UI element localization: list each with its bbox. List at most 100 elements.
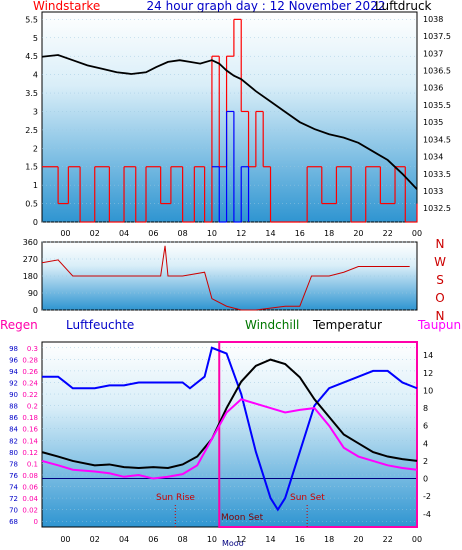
humidity-tick-label: 74: [9, 484, 18, 492]
wind-tick-label: 2.5: [25, 126, 38, 135]
x-tick-bottom: 18: [324, 535, 334, 544]
x-tick-top: 18: [324, 229, 334, 238]
humidity-tick-label: 86: [9, 414, 18, 422]
annotation-mooo: Mooo: [222, 539, 244, 548]
humidity-tick-label: 90: [9, 391, 18, 399]
humidity-tick-label: 92: [9, 379, 18, 387]
temp-tick-label: 8: [423, 404, 428, 413]
dewpoint-line: [41, 398, 418, 480]
x-tick-bottom: 02: [90, 535, 100, 544]
humidity-tick-label: 94: [9, 368, 18, 376]
humidity-tick-label: 84: [9, 426, 18, 434]
x-tick-top: 08: [178, 229, 188, 238]
rain-tick-label: 0.14: [22, 437, 38, 445]
rain-tick-label: 0.28: [22, 356, 38, 364]
x-tick-bottom: 06: [148, 535, 158, 544]
x-tick-top: 04: [119, 229, 129, 238]
x-tick-top: 00: [412, 229, 422, 238]
x-tick-top: 02: [90, 229, 100, 238]
wind-tick-label: 1.5: [25, 163, 38, 172]
wind-tick-label: 4: [33, 71, 38, 80]
temp-tick-label: -2: [423, 492, 431, 501]
temp-tick-label: -4: [423, 510, 431, 519]
compass-s: S: [436, 273, 444, 287]
x-tick-top: 22: [383, 229, 393, 238]
pressure-tick-label: 1034: [423, 153, 443, 162]
rain-tick-label: 0.08: [22, 472, 38, 480]
annotation-moon-set: Moon Set: [221, 513, 264, 523]
temp-tick-label: 12: [423, 369, 433, 378]
label-regen: Regen: [0, 318, 38, 332]
humidity-tick-label: 72: [9, 495, 18, 503]
temp-tick-label: 0: [423, 475, 428, 484]
annotation-sun-rise: Sun Rise: [156, 493, 195, 503]
compass-n2: N: [436, 309, 445, 323]
pressure-tick-label: 1037: [423, 49, 443, 58]
label-taupunkt: Taupunkt: [417, 318, 462, 332]
x-tick-bottom: 22: [383, 535, 393, 544]
rain-block: [218, 341, 418, 528]
wind-tick-label: 5.5: [25, 15, 38, 24]
temp-tick-label: 2: [423, 457, 428, 466]
pressure-tick-label: 1035: [423, 118, 443, 127]
rain-tick-label: 0.04: [22, 495, 38, 503]
direction-tick-label: 180: [23, 272, 38, 281]
pressure-tick-label: 1033.5: [423, 170, 451, 179]
direction-tick-label: 0: [33, 306, 38, 315]
rain-tick-label: 0.1: [27, 460, 38, 468]
x-tick-labels: 00 02 04 06 08 10 12 14 16 18 20 22 00 00 02 04 06 08 10 12…: [60, 229, 422, 544]
temperature-line: [41, 358, 418, 469]
pressure-tick-label: 1036.5: [423, 67, 451, 76]
temp-tick-label: 6: [423, 422, 428, 431]
x-tick-bottom: 14: [265, 535, 275, 544]
wind-tick-label: 0.5: [25, 200, 38, 209]
rain-tick-label: 0.26: [22, 368, 38, 376]
header-left: Windstarke: [33, 0, 100, 13]
rain-tick-label: 0.06: [22, 484, 38, 492]
x-tick-top: 00: [60, 229, 70, 238]
compass-o: O: [435, 291, 444, 305]
humidity-tick-label: 98: [9, 345, 18, 353]
rain-tick-label: 0.2: [27, 403, 38, 411]
wind-tick-label: 1: [33, 181, 38, 190]
label-temperatur: Temperatur: [312, 318, 382, 332]
x-tick-bottom: 10: [207, 535, 217, 544]
x-tick-bottom: 04: [119, 535, 129, 544]
compass-n1: N: [436, 237, 445, 251]
header-right: Luftdruck: [375, 0, 432, 13]
humidity-tick-label: 78: [9, 460, 18, 468]
wind-tick-label: 3: [33, 107, 38, 116]
direction-tick-label: 270: [23, 255, 38, 264]
pressure-line: [41, 54, 418, 190]
x-tick-bottom: 00: [412, 535, 422, 544]
humidity-tick-label: 70: [9, 507, 18, 515]
x-tick-top: 06: [148, 229, 158, 238]
humidity-tick-label: 88: [9, 403, 18, 411]
rain-tick-label: 0.12: [22, 449, 38, 457]
x-tick-bottom: 20: [353, 535, 363, 544]
direction-tick-label: 90: [28, 289, 38, 298]
compass-labels: N W S O N: [434, 237, 446, 323]
humidity-tick-label: 76: [9, 472, 18, 480]
wind-tick-label: 5: [33, 34, 38, 43]
pressure-tick-label: 1035.5: [423, 101, 451, 110]
x-tick-top: 10: [207, 229, 217, 238]
annotation-sun-set: Sun Set: [290, 493, 325, 503]
rain-tick-label: 0.18: [22, 414, 38, 422]
pressure-tick-label: 1032.5: [423, 204, 451, 213]
humidity-tick-label: 96: [9, 356, 18, 364]
rain-tick-label: 0.3: [27, 345, 38, 353]
pressure-tick-label: 1034.5: [423, 135, 451, 144]
climate-plot-area: [41, 341, 418, 528]
marks-layer: 0 0.5 1 1.5 2 2.5 3 3.5 4 4.5 5 5.5 1032.5 1033 1033.5…: [9, 15, 451, 528]
pressure-tick-label: 1036: [423, 84, 443, 93]
temp-tick-label: 10: [423, 386, 433, 395]
rain-tick-label: 0.16: [22, 426, 38, 434]
pressure-tick-label: 1037.5: [423, 32, 451, 41]
wind-tick-label: 0: [33, 218, 38, 227]
pressure-tick-label: 1038: [423, 15, 443, 24]
label-windchill: Windchill: [245, 318, 299, 332]
humidity-tick-label: 68: [9, 518, 18, 526]
rain-tick-label: 0.22: [22, 391, 38, 399]
wind-tick-label: 4.5: [25, 52, 38, 61]
